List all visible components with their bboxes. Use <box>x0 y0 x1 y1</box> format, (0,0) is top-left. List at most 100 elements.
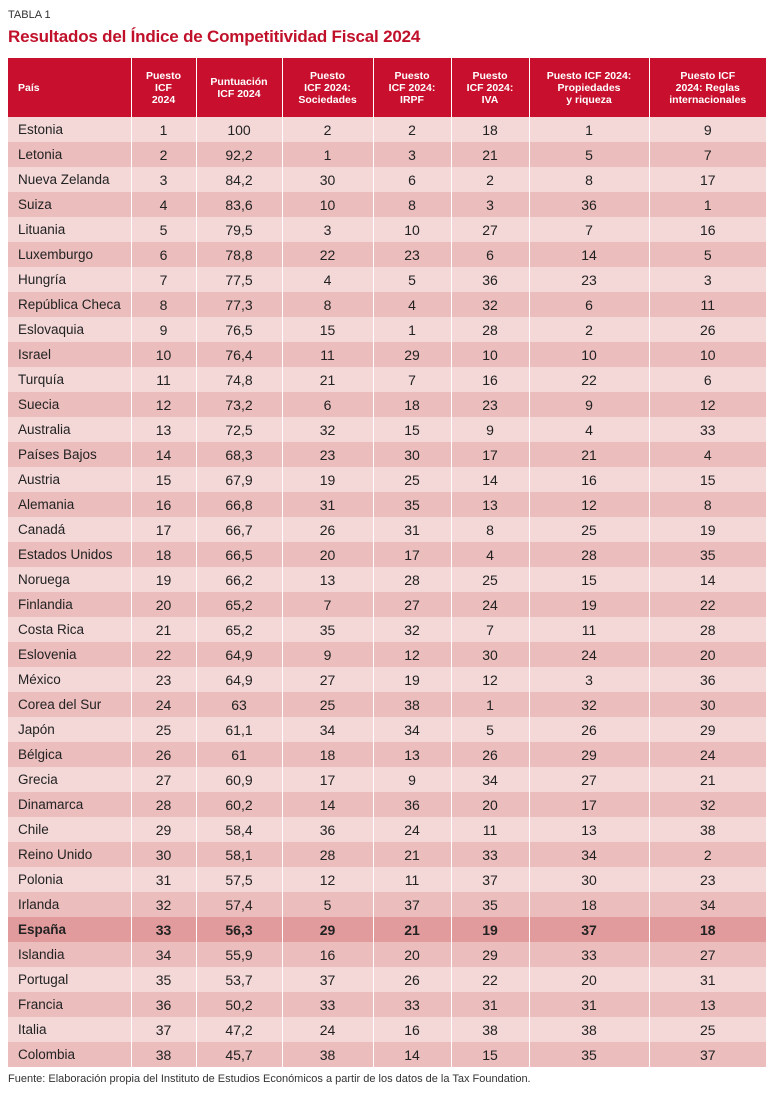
country-cell: Corea del Sur <box>8 692 131 717</box>
value-cell: 38 <box>372 692 451 717</box>
value-cell: 2 <box>528 317 649 342</box>
value-cell: 11 <box>648 292 766 317</box>
value-cell: 35 <box>648 542 766 567</box>
value-cell: 25 <box>450 567 529 592</box>
value-cell: 13 <box>528 817 649 842</box>
value-cell: 7 <box>648 142 766 167</box>
value-cell: 19 <box>130 567 196 592</box>
value-cell: 25 <box>648 1017 766 1042</box>
value-cell: 11 <box>372 867 451 892</box>
value-cell: 32 <box>528 692 649 717</box>
value-cell: 18 <box>372 392 451 417</box>
value-cell: 32 <box>281 417 373 442</box>
value-cell: 61 <box>195 742 282 767</box>
value-cell: 60,2 <box>195 792 282 817</box>
value-cell: 33 <box>281 992 373 1017</box>
value-cell: 79,5 <box>195 217 282 242</box>
country-cell: Australia <box>8 417 131 442</box>
value-cell: 23 <box>372 242 451 267</box>
value-cell: 9 <box>281 642 373 667</box>
value-cell: 77,5 <box>195 267 282 292</box>
table-row: Colombia 38 45,7 38 14 15 35 37 <box>8 1042 766 1067</box>
country-cell: Grecia <box>8 767 131 792</box>
country-cell: Luxemburgo <box>8 242 131 267</box>
value-cell: 34 <box>450 767 529 792</box>
value-cell: 15 <box>648 467 766 492</box>
value-cell: 4 <box>528 417 649 442</box>
value-cell: 21 <box>648 767 766 792</box>
value-cell: 12 <box>648 392 766 417</box>
value-cell: 32 <box>450 292 529 317</box>
value-cell: 6 <box>528 292 649 317</box>
country-cell: Finlandia <box>8 592 131 617</box>
country-cell: Hungría <box>8 267 131 292</box>
value-cell: 14 <box>528 242 649 267</box>
value-cell: 25 <box>130 717 196 742</box>
country-cell: Bélgica <box>8 742 131 767</box>
value-cell: 24 <box>648 742 766 767</box>
country-cell: Noruega <box>8 567 131 592</box>
country-cell: México <box>8 667 131 692</box>
table-row: Japón 25 61,1 34 34 5 26 29 <box>8 717 766 742</box>
value-cell: 36 <box>528 192 649 217</box>
value-cell: 57,4 <box>195 892 282 917</box>
country-cell: Canadá <box>8 517 131 542</box>
value-cell: 30 <box>450 642 529 667</box>
table: País Puesto ICF 2024 Puntuación ICF 2024 Puest… <box>8 58 766 1067</box>
value-cell: 34 <box>130 942 196 967</box>
header-line: internacionales <box>669 93 747 106</box>
value-cell: 10 <box>281 192 373 217</box>
value-cell: 1 <box>372 317 451 342</box>
value-cell: 7 <box>528 217 649 242</box>
value-cell: 3 <box>450 192 529 217</box>
column-header: Puesto ICF 2024: IRPF <box>372 58 451 117</box>
value-cell: 37 <box>372 892 451 917</box>
column-header: Puesto ICF 2024 <box>130 58 196 117</box>
value-cell: 10 <box>450 342 529 367</box>
value-cell: 9 <box>130 317 196 342</box>
header-line: 2024 <box>151 93 176 106</box>
value-cell: 74,8 <box>195 367 282 392</box>
value-cell: 3 <box>528 667 649 692</box>
value-cell: 21 <box>372 842 451 867</box>
column-header: País <box>8 58 131 117</box>
table-row: Estonia 1 100 2 2 18 1 9 <box>8 117 766 142</box>
value-cell: 8 <box>648 492 766 517</box>
value-cell: 37 <box>450 867 529 892</box>
table-row: Dinamarca 28 60,2 14 36 20 17 32 <box>8 792 766 817</box>
value-cell: 21 <box>450 142 529 167</box>
value-cell: 18 <box>281 742 373 767</box>
value-cell: 15 <box>450 1042 529 1067</box>
value-cell: 13 <box>281 567 373 592</box>
table-row: Finlandia 20 65,2 7 27 24 19 22 <box>8 592 766 617</box>
value-cell: 21 <box>528 442 649 467</box>
value-cell: 55,9 <box>195 942 282 967</box>
header-line: País <box>18 81 40 94</box>
value-cell: 25 <box>281 692 373 717</box>
value-cell: 1 <box>450 692 529 717</box>
value-cell: 65,2 <box>195 592 282 617</box>
value-cell: 20 <box>528 967 649 992</box>
value-cell: 32 <box>648 792 766 817</box>
value-cell: 10 <box>648 342 766 367</box>
country-cell: Turquía <box>8 367 131 392</box>
value-cell: 5 <box>372 267 451 292</box>
country-cell: Estonia <box>8 117 131 142</box>
value-cell: 14 <box>281 792 373 817</box>
value-cell: 58,4 <box>195 817 282 842</box>
table-row: Irlanda 32 57,4 5 37 35 18 34 <box>8 892 766 917</box>
value-cell: 35 <box>281 617 373 642</box>
value-cell: 34 <box>528 842 649 867</box>
value-cell: 5 <box>648 242 766 267</box>
value-cell: 77,3 <box>195 292 282 317</box>
value-cell: 35 <box>130 967 196 992</box>
value-cell: 92,2 <box>195 142 282 167</box>
value-cell: 18 <box>450 117 529 142</box>
value-cell: 4 <box>281 267 373 292</box>
table-row: Grecia 27 60,9 17 9 34 27 21 <box>8 767 766 792</box>
value-cell: 1 <box>130 117 196 142</box>
value-cell: 78,8 <box>195 242 282 267</box>
value-cell: 15 <box>528 567 649 592</box>
value-cell: 36 <box>372 792 451 817</box>
value-cell: 8 <box>372 192 451 217</box>
